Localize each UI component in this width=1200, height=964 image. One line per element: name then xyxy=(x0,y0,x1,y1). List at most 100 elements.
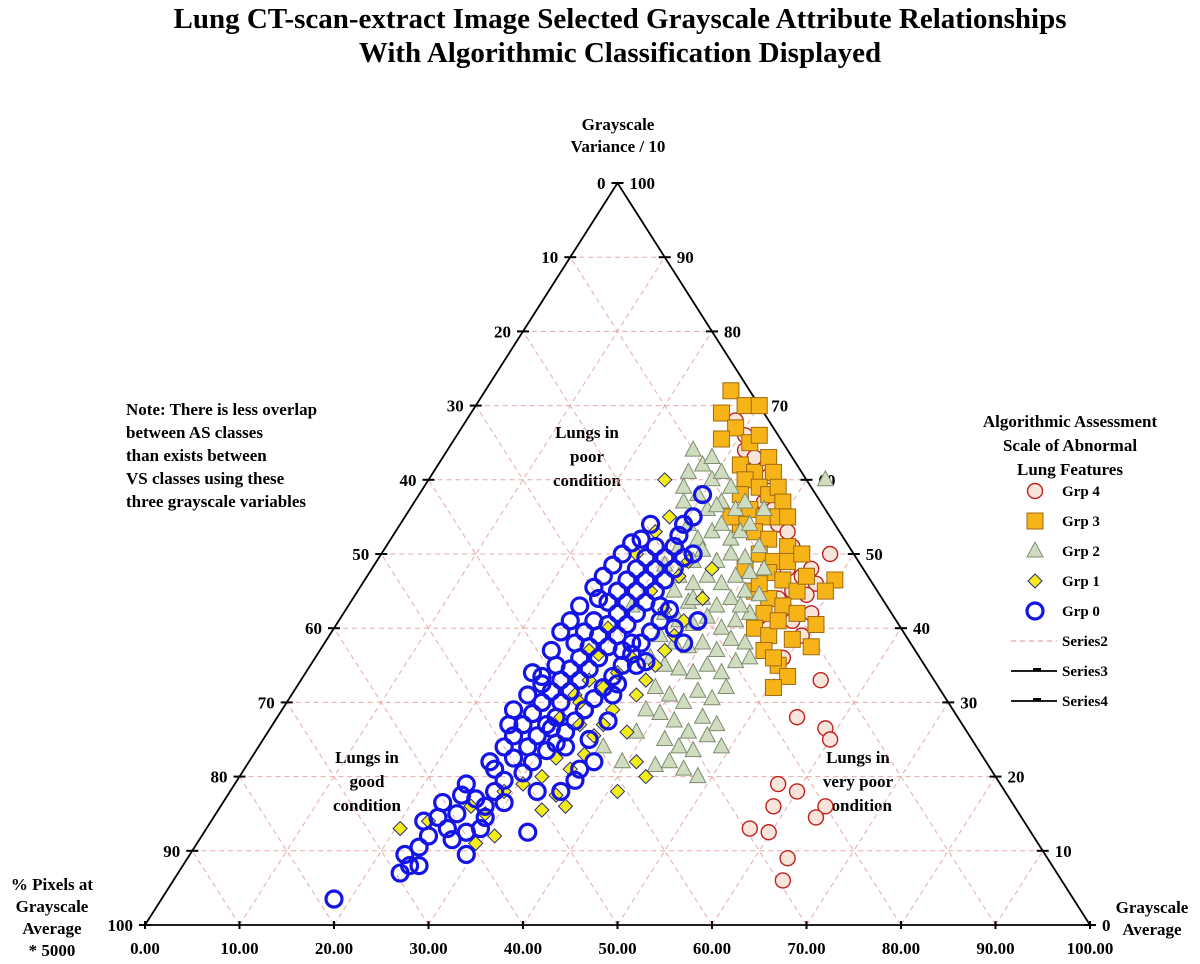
right-axis-label-line: Average xyxy=(1122,920,1182,939)
grp2-point xyxy=(722,588,740,606)
grp2-point xyxy=(740,514,759,531)
x-tick-label: 20.00 xyxy=(315,939,353,958)
grp2-point xyxy=(646,677,665,695)
grp0-point xyxy=(640,514,661,534)
grp2-point xyxy=(679,462,698,479)
grp4-point xyxy=(788,709,806,726)
grp3-point xyxy=(779,552,797,570)
grp0-point xyxy=(607,603,628,623)
grp2-point xyxy=(712,662,731,680)
grp2-point xyxy=(688,766,707,784)
grp2-point xyxy=(750,584,769,602)
grp4-point xyxy=(765,798,782,815)
grp3-point xyxy=(779,667,797,685)
grp1-point xyxy=(619,724,635,740)
chart-title-line-2: With Algorithmic Classification Displaye… xyxy=(358,37,882,69)
grp0-point xyxy=(522,752,543,772)
grp2-point xyxy=(736,491,754,509)
grp0-point xyxy=(456,774,476,794)
grp2-point xyxy=(726,566,745,583)
annotation-poor-condition: Lungs in poor condition xyxy=(535,421,639,493)
grp2-point xyxy=(674,759,693,776)
grp0-point xyxy=(409,856,429,876)
left-tick-label: 40 xyxy=(400,471,417,490)
grp0-point xyxy=(631,529,651,549)
grp4-point xyxy=(788,783,806,800)
grp0-point xyxy=(622,644,642,664)
legend-grp1-swatch xyxy=(1027,573,1043,589)
series-grp3 xyxy=(712,382,844,697)
right-tick-label: 90 xyxy=(677,248,694,267)
grp0-point xyxy=(645,559,665,579)
grp0-point xyxy=(645,536,665,557)
legend: Grp 4 Grp 3 Grp 2 Grp 1 Grp 0 Series2 Series3 S… xyxy=(1011,482,1108,710)
grp2-point xyxy=(740,647,759,665)
grp2-point xyxy=(698,655,717,672)
grp4-point xyxy=(821,731,839,748)
left-tick-label: 0 xyxy=(597,174,606,193)
left-axis-label-line: Grayscale xyxy=(15,897,89,916)
grp0-point xyxy=(480,752,500,772)
grp1-point xyxy=(704,561,720,577)
grp0-point xyxy=(565,770,585,790)
grp2-point xyxy=(731,595,750,613)
grp0-point xyxy=(499,715,519,735)
grp3-point xyxy=(774,597,792,615)
left-tick-label: 30 xyxy=(447,397,464,416)
x-tick-label: 60.00 xyxy=(693,939,731,958)
grp3-point xyxy=(816,582,834,600)
grp0-point xyxy=(612,544,632,564)
grp3-point xyxy=(779,508,797,526)
grp3-point xyxy=(760,530,778,548)
grp1-point xyxy=(392,820,408,837)
grp0-point xyxy=(664,536,684,557)
right-tick-label: 20 xyxy=(1008,768,1025,787)
right-axis-label: Grayscale Average xyxy=(1104,897,1200,941)
grp2-point xyxy=(688,681,707,698)
grp2-point xyxy=(698,725,717,743)
grp1-point xyxy=(657,642,673,659)
annotation-line: Lungs in xyxy=(555,423,619,442)
grid-line xyxy=(286,702,429,926)
note-line: Note: There is less overlap xyxy=(126,400,318,419)
grp3-point xyxy=(788,604,806,622)
grp0-point xyxy=(503,748,524,768)
grp4-point xyxy=(812,671,829,689)
grp0-point xyxy=(428,807,448,828)
grp0-point xyxy=(475,796,495,816)
grp3-point xyxy=(769,612,787,630)
grp0-point xyxy=(551,692,571,713)
grp0-point xyxy=(669,525,689,546)
grp0-point xyxy=(626,581,647,601)
grp0-point xyxy=(579,729,599,750)
legend-title: Algorithmic Assessment Scale of Abnormal… xyxy=(940,410,1200,482)
grp0-point xyxy=(617,592,637,612)
grp2-point xyxy=(707,495,726,513)
grp3-point xyxy=(712,404,730,422)
grp0-point xyxy=(574,700,595,720)
grp2-point xyxy=(660,684,679,702)
grp4-point xyxy=(779,850,796,867)
grid-line xyxy=(617,553,855,926)
grp2-point xyxy=(726,651,745,669)
grp0-point xyxy=(622,533,642,553)
legend-title-line: Algorithmic Assessment xyxy=(982,412,1158,431)
grp0-point xyxy=(588,588,609,609)
series-grp0 xyxy=(324,485,713,909)
grp3-point xyxy=(774,571,792,589)
grp4-point xyxy=(807,809,825,826)
grp3-point xyxy=(760,627,778,645)
x-tick-label: 10.00 xyxy=(220,939,258,958)
grp0-point xyxy=(447,804,467,824)
legend-label-grp3: Grp 3 xyxy=(1062,514,1100,530)
grp3-point xyxy=(727,419,745,437)
grp0-point xyxy=(532,674,552,694)
grp3-point xyxy=(798,567,815,585)
left-tick-label: 100 xyxy=(108,916,134,935)
grp0-point xyxy=(603,685,623,705)
grp2-point xyxy=(674,491,693,509)
grp0-point xyxy=(659,600,680,620)
grp0-point xyxy=(626,559,647,579)
grp0-point xyxy=(532,666,552,687)
